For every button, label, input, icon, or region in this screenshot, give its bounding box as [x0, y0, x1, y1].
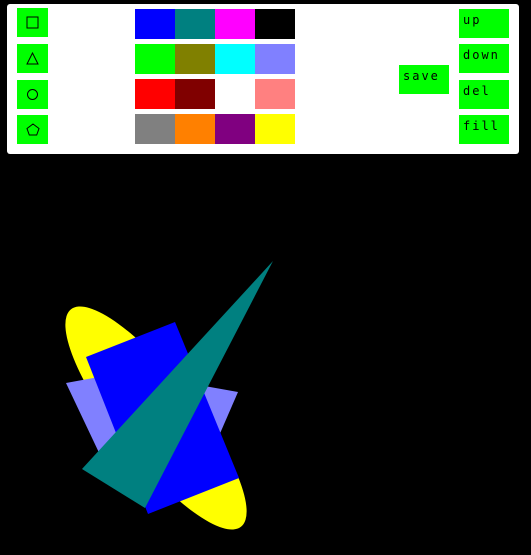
square-icon	[26, 16, 39, 29]
color-swatch[interactable]	[215, 79, 255, 109]
fill-button[interactable]: fill	[459, 115, 509, 144]
drawing-canvas[interactable]	[0, 160, 531, 555]
color-swatch[interactable]	[175, 9, 215, 39]
color-swatch[interactable]	[255, 79, 295, 109]
color-swatch[interactable]	[135, 79, 175, 109]
color-swatch[interactable]	[135, 114, 175, 144]
color-swatch[interactable]	[175, 114, 215, 144]
triangle-icon	[26, 52, 39, 65]
color-swatch[interactable]	[255, 44, 295, 74]
triangle-tool-button[interactable]	[17, 44, 48, 73]
color-swatch[interactable]	[135, 9, 175, 39]
color-swatch[interactable]	[215, 44, 255, 74]
pentagon-tool-button[interactable]	[17, 115, 48, 144]
color-swatch[interactable]	[215, 114, 255, 144]
rectangle-tool-button[interactable]	[17, 8, 48, 37]
ellipse-tool-button[interactable]	[17, 80, 48, 109]
color-swatch[interactable]	[175, 44, 215, 74]
circle-icon	[27, 89, 38, 100]
pentagon-icon	[25, 123, 40, 136]
teal-triangle[interactable]	[82, 261, 273, 508]
save-button[interactable]: save	[399, 65, 449, 94]
toolbar: save up down del fill	[7, 4, 519, 154]
color-swatch[interactable]	[215, 9, 255, 39]
delete-button[interactable]: del	[459, 80, 509, 109]
down-button[interactable]: down	[459, 44, 509, 73]
up-button[interactable]: up	[459, 9, 509, 38]
color-swatch[interactable]	[175, 79, 215, 109]
color-swatch[interactable]	[255, 9, 295, 39]
color-swatch[interactable]	[135, 44, 175, 74]
color-swatch[interactable]	[255, 114, 295, 144]
